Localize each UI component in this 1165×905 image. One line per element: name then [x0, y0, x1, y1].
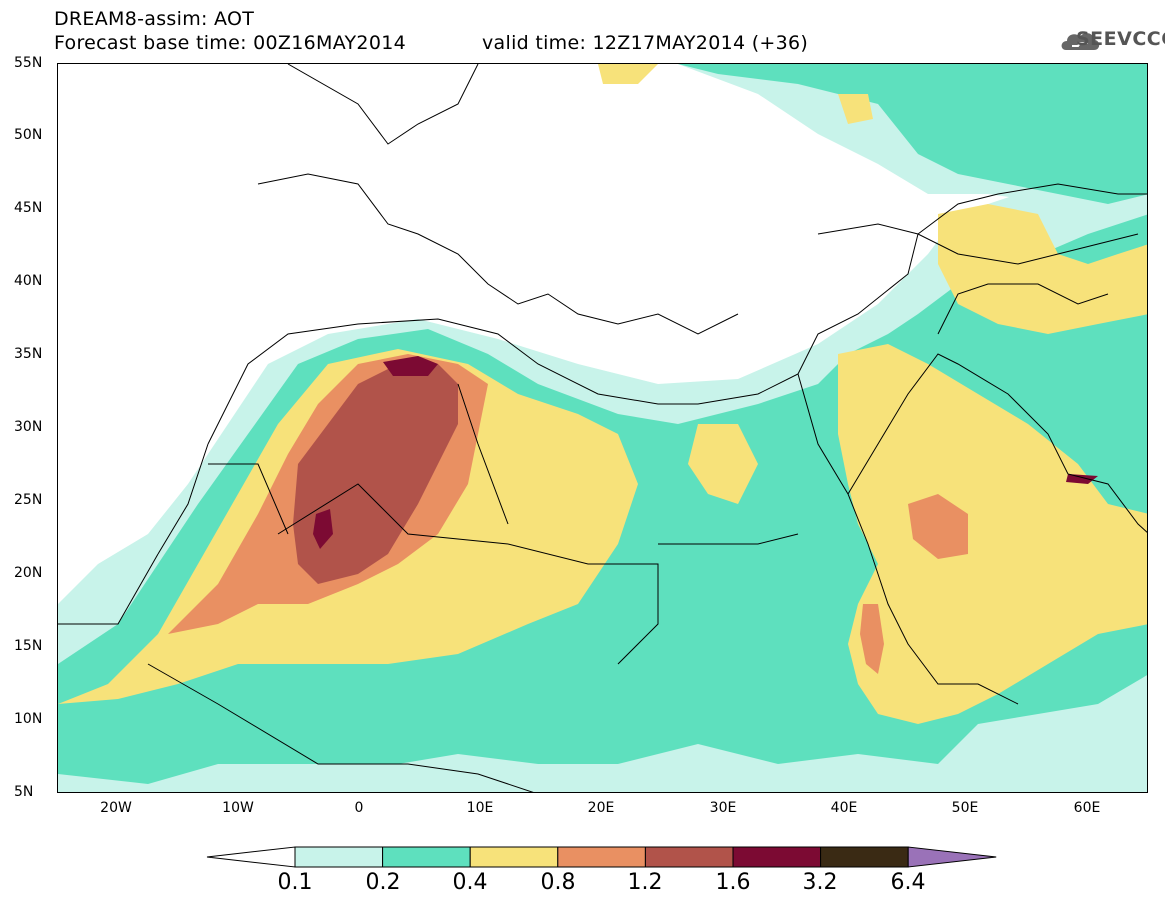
lon-label: 0 [354, 800, 364, 816]
lon-label: 60E [1073, 800, 1101, 816]
map-area [57, 63, 1148, 793]
lon-label: 40E [830, 800, 858, 816]
colorbar-cell [294, 846, 384, 868]
lat-label: 45N [14, 200, 43, 216]
lon-label: 20W [100, 800, 132, 816]
lon-label: 30E [709, 800, 737, 816]
lat-label: 20N [14, 565, 43, 581]
colorbar-label: 0.4 [452, 870, 488, 895]
colorbar-cell [557, 846, 646, 868]
map-title: DREAM8-assim: AOT [54, 8, 255, 30]
colorbar-label: 1.6 [715, 870, 751, 895]
lon-label: 20E [587, 800, 615, 816]
lon-label: 10E [466, 800, 494, 816]
lat-label: 55N [14, 55, 43, 71]
colorbar-label: 0.2 [365, 870, 401, 895]
coastlines [58, 64, 1147, 792]
colorbar-label: 1.2 [627, 870, 663, 895]
lat-label: 25N [14, 492, 43, 508]
aot-band-1.6 [313, 356, 1098, 549]
colorbar-label: 6.4 [890, 870, 926, 895]
logo-text: SEEVCCC [1076, 28, 1165, 50]
lon-label: 10W [222, 800, 254, 816]
lon-label: 50E [951, 800, 979, 816]
colorbar-over-arrow [907, 846, 997, 868]
colorbar [206, 846, 997, 868]
colorbar-cell [469, 846, 559, 868]
cloud-logo-icon [1061, 33, 1100, 50]
colorbar-label: 0.8 [540, 870, 576, 895]
lat-label: 5N [14, 784, 34, 800]
aot-band-1.2 [293, 364, 458, 584]
lat-label: 15N [14, 638, 43, 654]
colorbar-cell [732, 846, 822, 868]
colorbar-cell [382, 846, 471, 868]
colorbar-label: 0.1 [277, 870, 313, 895]
colorbar-cell [820, 846, 909, 868]
lat-label: 50N [14, 127, 43, 143]
lat-label: 35N [14, 346, 43, 362]
forecast-base-time: Forecast base time: 00Z16MAY2014 [54, 32, 406, 54]
lat-label: 40N [14, 273, 43, 289]
valid-time: valid time: 12Z17MAY2014 (+36) [482, 32, 809, 54]
lat-label: 10N [14, 711, 43, 727]
lat-label: 30N [14, 419, 43, 435]
colorbar-cell [644, 846, 734, 868]
colorbar-under-arrow [206, 846, 296, 868]
colorbar-label: 3.2 [802, 870, 838, 895]
